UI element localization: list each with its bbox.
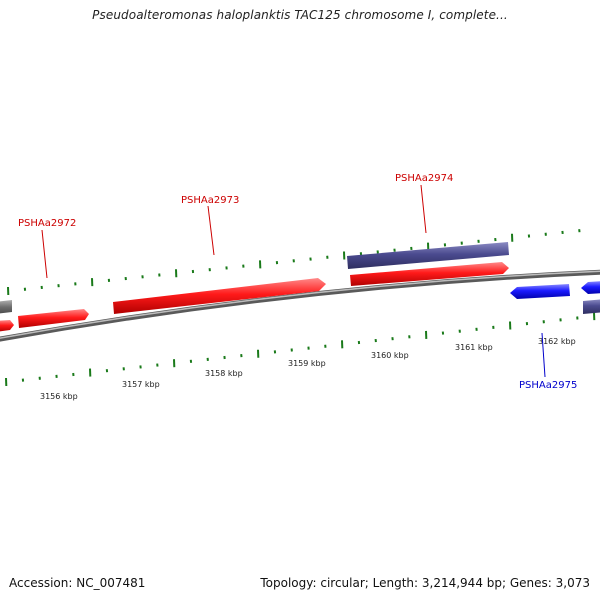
feature-inner-right[interactable] xyxy=(583,299,600,314)
gene-label-PSHAa2973[interactable]: PSHAa2973 xyxy=(181,195,239,206)
label-leader-PSHAa2974 xyxy=(420,184,427,234)
kbp-scale: 3156 kbp 3157 kbp 3158 kbp 3159 kbp 3160… xyxy=(40,337,576,401)
backbone-highlight xyxy=(0,270,600,339)
label-leader-PSHAa2973 xyxy=(207,205,215,256)
topology-text: Topology: circular; Length: 3,214,944 bp… xyxy=(260,576,590,590)
gray-feature-left[interactable] xyxy=(0,300,12,314)
gc-content-outer-track xyxy=(7,229,581,296)
gc-content-inner-track xyxy=(5,312,596,387)
gene-arrow-PSHAa2975[interactable] xyxy=(510,284,570,299)
accession-text: Accession: NC_007481 xyxy=(9,576,146,590)
backbone-track xyxy=(0,269,600,342)
kbp-tick-label: 3161 kbp xyxy=(455,343,493,352)
kbp-tick-label: 3159 kbp xyxy=(288,359,326,368)
gene-label-PSHAa2972[interactable]: PSHAa2972 xyxy=(18,218,76,229)
kbp-tick-label: 3162 kbp xyxy=(538,337,576,346)
gene-arrow-PSHAa2972[interactable] xyxy=(18,309,89,328)
label-leader-PSHAa2972 xyxy=(41,229,48,279)
gene-arrow-fwd-edge[interactable] xyxy=(0,320,14,332)
kbp-tick-label: 3156 kbp xyxy=(40,392,78,401)
gene-label-PSHAa2975[interactable]: PSHAa2975 xyxy=(519,380,577,391)
gene-arrow-PSHAa2973[interactable] xyxy=(113,278,326,314)
gene-arrow-PSHAa2974-fwd[interactable] xyxy=(350,262,509,286)
gene-label-PSHAa2974[interactable]: PSHAa2974 xyxy=(395,173,453,184)
kbp-tick-label: 3160 kbp xyxy=(371,351,409,360)
feature-PSHAa2974-outer[interactable] xyxy=(347,242,509,269)
kbp-tick-label: 3158 kbp xyxy=(205,369,243,378)
label-leader-PSHAa2975 xyxy=(541,332,546,378)
map-title: Pseudoalteromonas haloplanktis TAC125 ch… xyxy=(92,8,508,22)
kbp-tick-label: 3157 kbp xyxy=(122,380,160,389)
gene-arrow-rev-edge[interactable] xyxy=(581,281,600,294)
